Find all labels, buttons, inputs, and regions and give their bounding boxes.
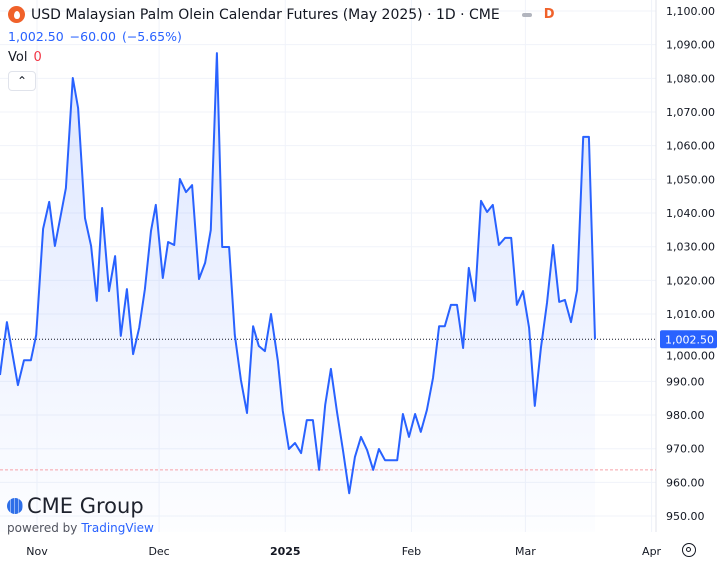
vol-value: 0: [33, 50, 42, 65]
delayed-status-badge[interactable]: D: [543, 7, 555, 22]
powered-by-label: powered by: [7, 521, 78, 535]
settings-gear-icon[interactable]: [682, 543, 696, 557]
x-tick-label: Apr: [642, 545, 662, 558]
y-tick-label: 1,040.00: [666, 207, 715, 220]
x-tick-label: 2025: [270, 545, 301, 558]
branding[interactable]: CME Group powered by TradingView: [7, 494, 154, 535]
brand-name: CME Group: [27, 494, 144, 518]
chevron-up-icon: ⌃: [16, 74, 28, 88]
x-tick-label: Mar: [515, 545, 536, 558]
y-tick-label: 950.00: [666, 510, 705, 523]
symbol-title[interactable]: USD Malaysian Palm Olein Calendar Future…: [31, 6, 500, 23]
y-tick-label: 1,080.00: [666, 72, 715, 85]
last-price-label: 1,002.50: [665, 333, 714, 346]
x-tick-label: Nov: [26, 545, 48, 558]
cme-drop-logo-icon: [8, 6, 25, 23]
y-tick-label: 1,010.00: [666, 308, 715, 321]
globe-icon: [7, 498, 23, 514]
y-tick-label: 1,070.00: [666, 106, 715, 119]
y-tick-label: 970.00: [666, 443, 705, 456]
price-change: −60.00: [69, 29, 116, 44]
y-tick-label: 1,020.00: [666, 274, 715, 287]
minimize-dash-icon[interactable]: [521, 12, 532, 17]
price-area-fill: [0, 53, 595, 532]
y-tick-label: 1,090.00: [666, 39, 715, 52]
chart-header: USD Malaysian Palm Olein Calendar Future…: [8, 6, 555, 23]
price-change-pct: (−5.65%): [121, 29, 182, 44]
y-tick-label: 980.00: [666, 409, 705, 422]
x-tick-label: Feb: [402, 545, 421, 558]
tradingview-link[interactable]: TradingView: [81, 521, 154, 535]
volume-legend: Vol 0: [8, 50, 42, 65]
collapse-legend-button[interactable]: ⌃: [8, 71, 36, 91]
y-tick-label: 960.00: [666, 476, 705, 489]
last-price: 1,002.50: [8, 29, 64, 44]
y-tick-label: 1,030.00: [666, 241, 715, 254]
y-tick-label: 1,050.00: [666, 173, 715, 186]
y-tick-label: 990.00: [666, 375, 705, 388]
last-price-badge: [660, 330, 717, 349]
vol-label: Vol: [8, 50, 28, 65]
x-tick-label: Dec: [148, 545, 169, 558]
y-tick-label: 1,060.00: [666, 140, 715, 153]
y-tick-label: 1,100.00: [666, 5, 715, 18]
y-tick-label: 1,000.00: [666, 349, 715, 362]
price-readout: 1,002.50 −60.00 (−5.65%): [8, 29, 188, 44]
